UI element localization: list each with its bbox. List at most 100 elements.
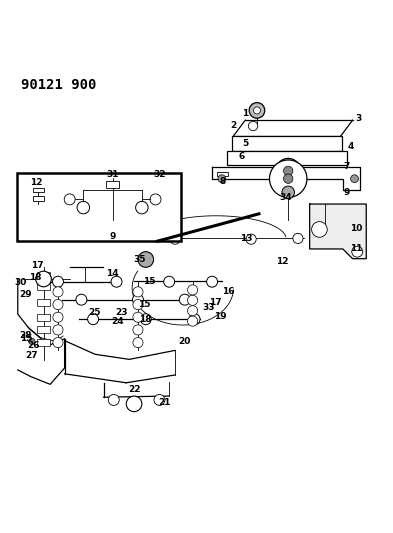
Text: 17: 17	[31, 261, 44, 270]
Circle shape	[136, 201, 148, 214]
Circle shape	[126, 396, 142, 411]
Circle shape	[170, 234, 180, 244]
Text: 8: 8	[220, 177, 226, 186]
Text: 15: 15	[143, 277, 155, 286]
Text: 7: 7	[343, 162, 350, 171]
Text: 20: 20	[178, 337, 190, 346]
Bar	[227, 151, 347, 165]
Circle shape	[36, 271, 51, 287]
Text: 4: 4	[347, 142, 354, 151]
Circle shape	[253, 107, 261, 114]
Bar	[217, 172, 228, 176]
Text: 16: 16	[222, 287, 235, 296]
Bar	[106, 181, 119, 189]
Text: 28: 28	[19, 332, 32, 341]
Circle shape	[53, 276, 63, 287]
Text: 90121 900: 90121 900	[21, 78, 96, 92]
Text: 31: 31	[107, 171, 119, 179]
Circle shape	[76, 294, 87, 305]
Text: 10: 10	[350, 224, 363, 233]
Text: 12: 12	[276, 257, 288, 266]
Circle shape	[187, 305, 198, 316]
Bar	[37, 272, 50, 279]
Text: 9: 9	[343, 188, 350, 197]
Circle shape	[352, 246, 363, 257]
Circle shape	[53, 287, 63, 297]
Bar	[37, 299, 50, 306]
Circle shape	[312, 222, 327, 237]
Bar	[37, 326, 50, 333]
Bar	[33, 188, 44, 192]
Text: 14: 14	[106, 269, 119, 278]
Circle shape	[53, 312, 63, 322]
Text: 3: 3	[355, 115, 362, 124]
Text: 17: 17	[209, 298, 222, 307]
Circle shape	[187, 316, 198, 326]
Bar	[37, 282, 50, 289]
Text: 2: 2	[230, 121, 237, 130]
Circle shape	[108, 394, 119, 406]
Bar	[232, 136, 342, 151]
Text: 15: 15	[138, 300, 150, 309]
Circle shape	[187, 285, 198, 295]
Circle shape	[29, 338, 35, 344]
Text: 33: 33	[203, 303, 215, 312]
Text: 34: 34	[279, 192, 292, 201]
Text: 27: 27	[26, 351, 38, 360]
Circle shape	[179, 294, 190, 305]
Circle shape	[133, 337, 143, 348]
Circle shape	[53, 325, 63, 335]
Bar	[332, 162, 338, 165]
Circle shape	[138, 252, 154, 267]
Circle shape	[218, 175, 226, 183]
Bar	[17, 173, 181, 241]
Circle shape	[249, 103, 265, 118]
Text: 5: 5	[242, 139, 248, 148]
Circle shape	[53, 337, 63, 348]
Text: 35: 35	[134, 255, 146, 264]
Text: 13: 13	[240, 234, 253, 243]
Circle shape	[283, 166, 293, 175]
Text: 30: 30	[14, 278, 26, 287]
Circle shape	[164, 276, 174, 287]
Text: 9: 9	[109, 231, 116, 240]
Circle shape	[276, 158, 301, 183]
Circle shape	[133, 312, 143, 322]
Text: 26: 26	[27, 341, 40, 350]
Circle shape	[88, 314, 99, 325]
Circle shape	[150, 194, 161, 205]
Circle shape	[283, 174, 293, 183]
Text: 24: 24	[111, 318, 124, 326]
Bar	[37, 339, 50, 346]
Text: 18: 18	[139, 314, 151, 324]
Circle shape	[154, 394, 165, 406]
Circle shape	[133, 287, 143, 297]
Text: 18: 18	[29, 273, 42, 282]
Circle shape	[270, 160, 307, 197]
Circle shape	[282, 186, 294, 199]
Bar	[33, 196, 44, 201]
Circle shape	[140, 314, 151, 325]
Circle shape	[246, 234, 256, 244]
Circle shape	[111, 276, 122, 287]
Circle shape	[77, 201, 90, 214]
Circle shape	[133, 300, 143, 310]
Text: 11: 11	[350, 245, 363, 253]
Text: 6: 6	[238, 152, 244, 161]
Text: 32: 32	[153, 171, 166, 179]
Text: 23: 23	[115, 308, 128, 317]
Text: 22: 22	[129, 385, 141, 394]
Circle shape	[132, 294, 143, 305]
Circle shape	[207, 276, 218, 287]
Text: 12: 12	[30, 178, 43, 187]
Text: 19: 19	[214, 312, 227, 321]
Bar	[242, 162, 248, 165]
Bar	[37, 314, 50, 321]
Text: 29: 29	[19, 290, 32, 299]
Circle shape	[351, 175, 358, 183]
Circle shape	[133, 325, 143, 335]
Text: 25: 25	[88, 308, 101, 317]
Circle shape	[293, 233, 303, 244]
Circle shape	[248, 122, 258, 131]
Text: 21: 21	[158, 398, 171, 407]
